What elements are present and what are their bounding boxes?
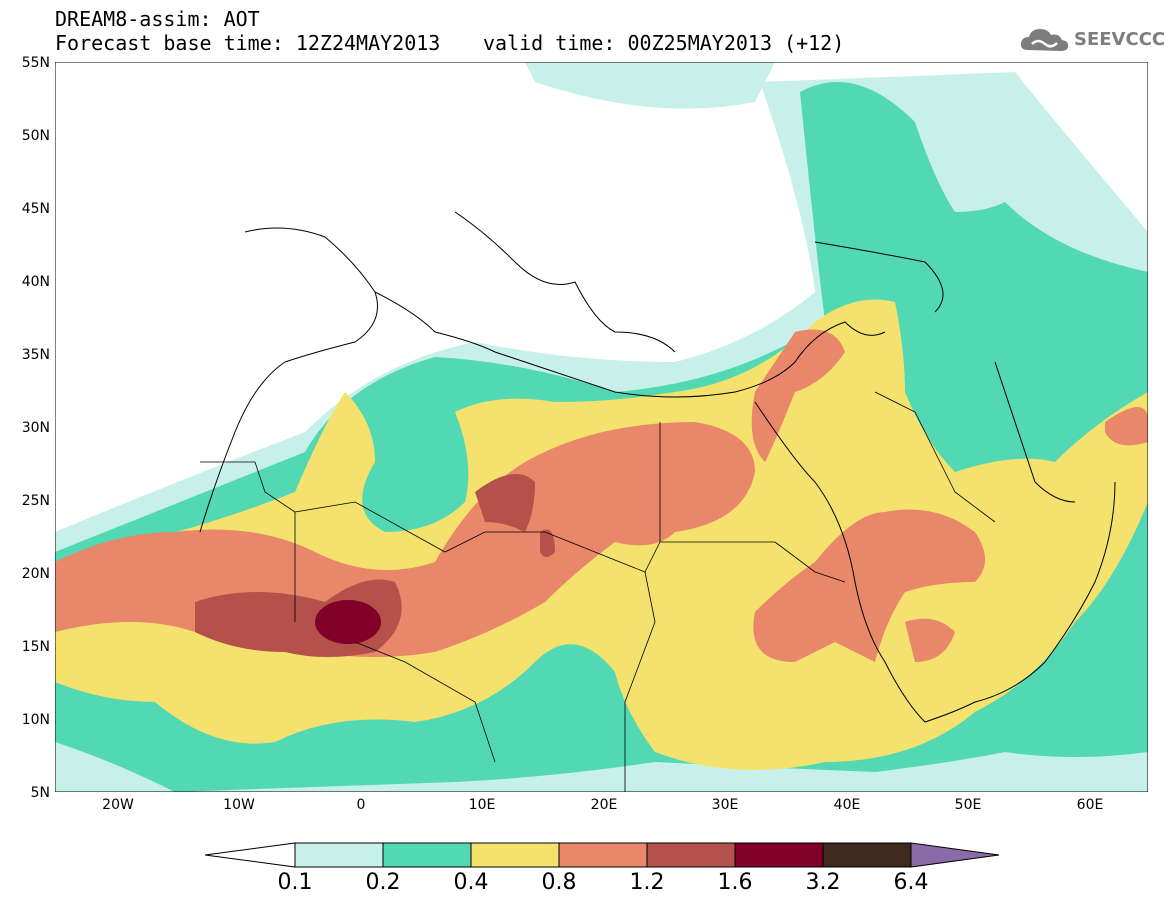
lat-label: 55N: [21, 55, 50, 71]
country-borders: [200, 391, 996, 792]
colorbar-segment: [382, 842, 472, 868]
lat-label: 5N: [30, 785, 50, 801]
cloud-icon: [1020, 29, 1069, 51]
lat-label: 10N: [21, 712, 50, 728]
lon-label: 0: [356, 797, 366, 813]
colorbar-label: 0.1: [277, 870, 313, 895]
lon-label: 30E: [711, 797, 739, 813]
aot-band-1-6: [315, 600, 381, 644]
colorbar-label: 1.2: [629, 870, 665, 895]
lon-label: 40E: [833, 797, 861, 813]
lat-label: 45N: [21, 201, 50, 217]
lon-label: 60E: [1076, 797, 1104, 813]
colorbar-segment: [734, 842, 824, 868]
lat-label: 50N: [21, 128, 50, 144]
colorbar-label: 6.4: [893, 870, 929, 895]
aot-map: [54, 61, 1149, 793]
map-title: DREAM8-assim: AOT: [55, 7, 260, 31]
valid-time: valid time: 00Z25MAY2013 (+12): [483, 31, 845, 55]
aot-colorbar: [205, 842, 1000, 868]
colorbar-under-arrow: [205, 842, 296, 868]
colorbar-segment: [294, 842, 384, 868]
colorbar-label: 3.2: [805, 870, 841, 895]
colorbar-segment: [558, 842, 648, 868]
colorbar-label: 0.4: [453, 870, 489, 895]
colorbar-over-arrow: [910, 842, 1000, 868]
colorbar-segment: [470, 842, 560, 868]
colorbar-segment: [822, 842, 912, 868]
lon-label: 10E: [468, 797, 496, 813]
logo-text: SEEVCCC: [1074, 29, 1165, 50]
colorbar-label: 1.6: [717, 870, 753, 895]
lon-label: 20E: [590, 797, 618, 813]
lat-label: 25N: [21, 493, 50, 509]
lon-label: 50E: [954, 797, 982, 813]
forecast-base-time: Forecast base time: 12Z24MAY2013: [55, 31, 441, 55]
colorbar-label: 0.8: [541, 870, 577, 895]
lat-label: 15N: [21, 639, 50, 655]
colorbar-label: 0.2: [365, 870, 401, 895]
lon-label: 20W: [102, 797, 134, 813]
lat-label: 35N: [21, 347, 50, 363]
colorbar-segment: [646, 842, 736, 868]
lat-label: 20N: [21, 566, 50, 582]
map-canvas: [54, 61, 1149, 793]
lat-label: 30N: [21, 420, 50, 436]
lon-label: 10W: [223, 797, 255, 813]
seevccc-logo: SEEVCCC: [1018, 22, 1165, 58]
lat-label: 40N: [21, 274, 50, 290]
coastlines: [199, 211, 1116, 723]
